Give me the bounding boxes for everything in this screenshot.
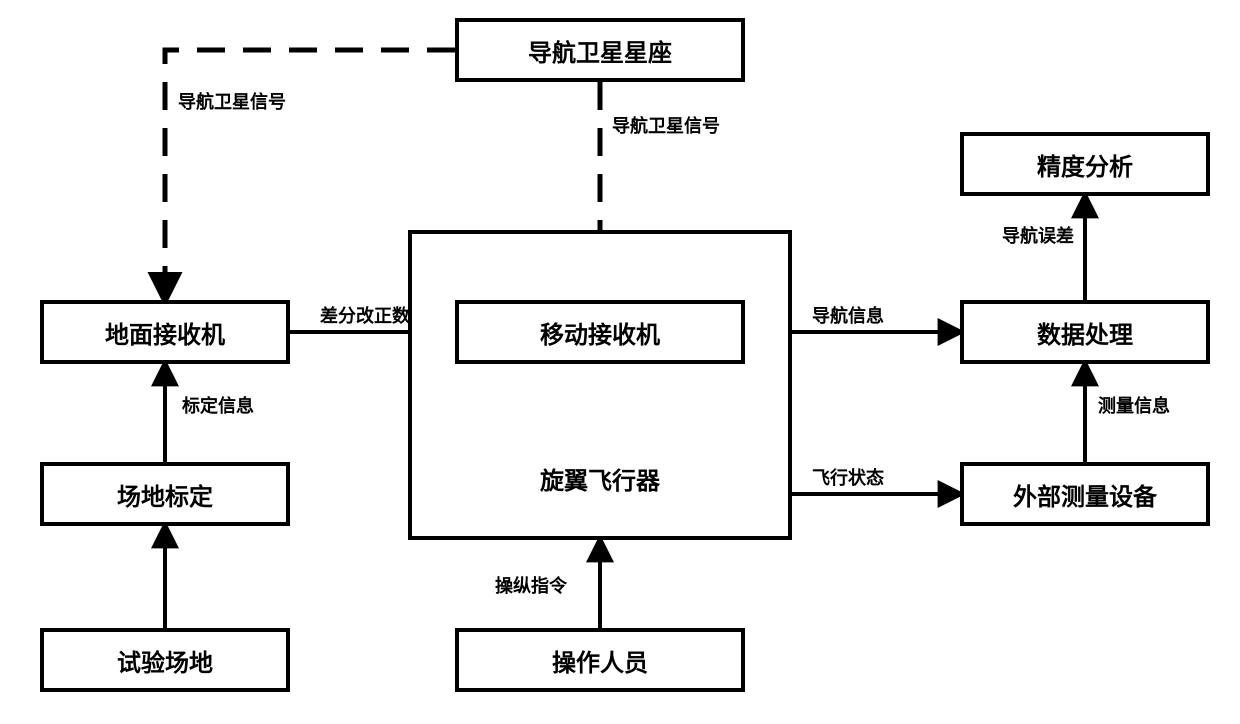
node-mobile_rx-label: 移动接收机 (540, 315, 660, 350)
diagram-stage: 导航卫星星座地面接收机场地标定试验场地 旋翼飞行器 移动接收机操作人员 精度分析数据处… (0, 0, 1240, 724)
edge-label-e_calib_ground: 标定信息 (182, 392, 254, 418)
node-data_proc: 数据处理 (960, 300, 1210, 364)
edge-label-e_rotor_ext: 飞行状态 (812, 464, 884, 490)
node-rotorcraft: 旋翼飞行器 (408, 230, 792, 540)
node-operator: 操作人员 (455, 628, 745, 692)
edge-label-e_data_acc: 导航误差 (1002, 222, 1074, 248)
edge-label-e_rotor_data: 导航信息 (812, 302, 884, 328)
edge-label-e_sat_ground: 导航卫星信号 (178, 88, 286, 114)
edge-label-e_ext_data: 测量信息 (1098, 392, 1170, 418)
node-ext_measure: 外部测量设备 (960, 462, 1210, 526)
node-satellite-label: 导航卫星星座 (528, 33, 672, 68)
node-ground_rx-label: 地面接收机 (105, 315, 225, 350)
node-site_calib: 场地标定 (40, 462, 290, 526)
node-accuracy: 精度分析 (960, 132, 1210, 196)
node-mobile_rx: 移动接收机 (455, 300, 745, 364)
node-data_proc-label: 数据处理 (1037, 315, 1133, 350)
node-satellite: 导航卫星星座 (455, 18, 745, 82)
node-test_site-label: 试验场地 (117, 643, 213, 678)
node-ground_rx: 地面接收机 (40, 300, 290, 364)
node-operator-label: 操作人员 (552, 643, 648, 678)
edge-label-e_oper_rotor: 操纵指令 (495, 572, 567, 598)
edge-label-e_sat_mobile: 导航卫星信号 (612, 112, 720, 138)
node-site_calib-label: 场地标定 (117, 477, 213, 512)
node-test_site: 试验场地 (40, 628, 290, 692)
node-accuracy-label: 精度分析 (1037, 147, 1133, 182)
node-ext_measure-label: 外部测量设备 (1013, 477, 1157, 512)
edge-label-e_ground_mobile: 差分改正数 (320, 302, 410, 328)
node-rotorcraft-label: 旋翼飞行器 (412, 461, 788, 496)
